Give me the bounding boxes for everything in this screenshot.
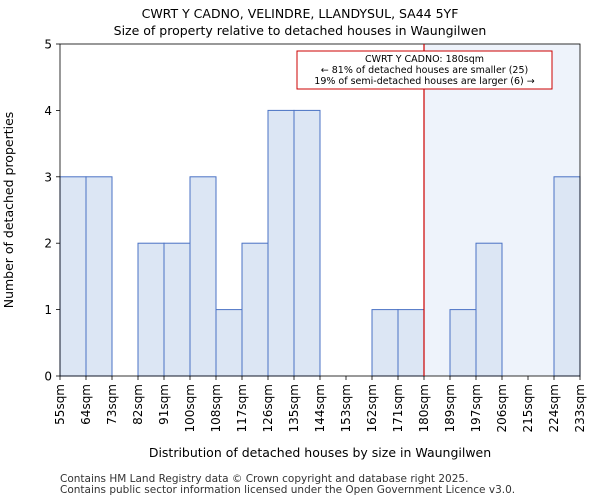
y-tick-label: 1	[44, 303, 52, 317]
y-axis-label: Number of detached properties	[1, 112, 16, 309]
x-tick-label: 206sqm	[495, 384, 509, 432]
x-tick-label: 162sqm	[365, 384, 379, 432]
x-tick-label: 189sqm	[443, 384, 457, 432]
x-tick-label: 215sqm	[521, 384, 535, 432]
annotation-line-3: 19% of semi-detached houses are larger (…	[314, 76, 534, 87]
y-tick-label: 3	[44, 170, 52, 184]
bar-126sqm	[267, 109, 295, 377]
x-tick-label: 180sqm	[417, 384, 431, 432]
x-tick-label: 108sqm	[209, 384, 223, 432]
bar-117sqm	[241, 242, 269, 377]
x-tick-label: 135sqm	[287, 384, 301, 432]
bar-64sqm	[85, 176, 113, 377]
y-tick-label: 0	[44, 370, 52, 384]
x-tick-label: 233sqm	[573, 384, 587, 432]
x-tick-label: 55sqm	[53, 384, 67, 425]
bar-162sqm	[371, 309, 399, 377]
chart-title: CWRT Y CADNO, VELINDRE, LLANDYSUL, SA44 …	[141, 6, 459, 21]
bar-108sqm	[215, 309, 243, 377]
x-tick-label: 117sqm	[235, 384, 249, 432]
histogram-chart: 0 1 2 3 4 5 55sqm 64sqm 73sqm 82sqm 91sqm 100sqm 108…	[1, 38, 587, 461]
bar-135sqm	[293, 109, 321, 377]
annotation-line-2: ← 81% of detached houses are smaller (25…	[321, 65, 528, 76]
annotation-line-1: CWRT Y CADNO: 180sqm	[365, 54, 484, 65]
footer-licence: Contains public sector information licen…	[60, 484, 516, 496]
bar-189sqm	[449, 309, 477, 377]
bar-100sqm	[189, 176, 217, 377]
x-tick-label: 82sqm	[131, 384, 145, 425]
x-axis-label: Distribution of detached houses by size …	[149, 445, 491, 460]
bar-55sqm	[59, 176, 87, 377]
footer-copyright: Contains HM Land Registry data © Crown c…	[60, 473, 469, 485]
x-tick-label: 100sqm	[183, 384, 197, 432]
x-tick-label: 197sqm	[469, 384, 483, 432]
y-tick-label: 4	[44, 104, 52, 118]
x-tick-label: 73sqm	[105, 384, 119, 425]
bar-171sqm	[397, 309, 425, 377]
bar-91sqm	[163, 242, 191, 377]
x-tick-label: 144sqm	[313, 384, 327, 432]
bar-82sqm	[137, 242, 165, 377]
x-tick-label: 64sqm	[79, 384, 93, 425]
x-tick-label: 153sqm	[339, 384, 353, 432]
chart-subtitle: Size of property relative to detached ho…	[113, 23, 487, 38]
bar-224sqm	[553, 176, 581, 377]
x-tick-label: 224sqm	[547, 384, 561, 432]
bar-197sqm	[475, 242, 503, 377]
y-tick-label: 2	[44, 237, 52, 251]
x-tick-label: 126sqm	[261, 384, 275, 432]
y-tick-label: 5	[44, 38, 52, 52]
annotation-box	[296, 50, 553, 90]
x-tick-label: 171sqm	[391, 384, 405, 432]
x-tick-label: 91sqm	[157, 384, 171, 425]
